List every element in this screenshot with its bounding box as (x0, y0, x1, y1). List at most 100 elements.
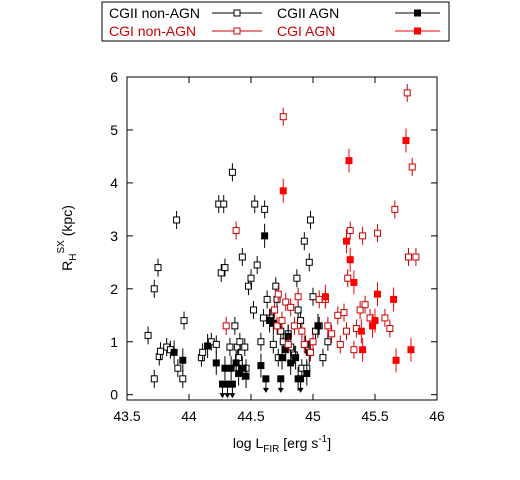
data-point (249, 306, 257, 314)
data-point (156, 347, 164, 355)
data-point (245, 282, 253, 290)
data-point (402, 137, 410, 145)
data-point (287, 303, 295, 311)
data-point (359, 232, 367, 240)
data-point (391, 205, 399, 213)
data-point (279, 187, 287, 195)
data-point (220, 200, 228, 208)
data-point (228, 168, 236, 176)
data-point (259, 314, 267, 322)
data-point (309, 338, 317, 346)
data-point (373, 229, 381, 237)
data-point (357, 327, 365, 335)
data-point (361, 301, 369, 309)
y-tick-label: 2 (110, 281, 118, 297)
data-point-upper-limit (277, 375, 285, 383)
data-point (263, 295, 271, 303)
data-point (227, 364, 235, 372)
x-tick-label: 45.5 (361, 408, 388, 424)
data-point (303, 370, 311, 378)
data-point (222, 322, 230, 330)
data-point (232, 359, 240, 367)
data-point (221, 264, 229, 272)
data-point (278, 317, 286, 325)
data-point (257, 362, 265, 370)
data-point (309, 293, 317, 301)
data-point (321, 293, 329, 301)
legend-label-cgi-non-agn: CGI non-AGN (109, 23, 196, 39)
legend-sample-marker (414, 9, 421, 17)
data-point (324, 322, 332, 330)
data-point (272, 282, 280, 290)
data-point (144, 331, 152, 339)
data-point (340, 309, 348, 317)
data-point (274, 290, 282, 298)
legend-sample-marker (414, 27, 421, 35)
data-point (294, 306, 302, 314)
data-point-upper-limit (262, 375, 270, 383)
upper-limit-arrowhead (297, 387, 304, 393)
data-point (356, 306, 364, 314)
legend-samples (212, 9, 440, 35)
data-point (261, 232, 269, 240)
series-3 (222, 83, 420, 362)
data-point (300, 340, 308, 348)
data-point (238, 364, 246, 372)
data-point (408, 163, 416, 171)
data-marks (144, 83, 420, 399)
data-point (373, 290, 381, 298)
data-point (345, 157, 353, 165)
data-point (174, 364, 182, 372)
data-point (344, 274, 352, 282)
data-point (392, 356, 400, 364)
series-4 (279, 128, 415, 373)
x-tick-label: 43.5 (113, 408, 140, 424)
data-point (403, 89, 411, 97)
series-2 (218, 375, 305, 399)
data-point (226, 343, 234, 351)
data-point (297, 317, 305, 325)
data-point (253, 261, 261, 269)
data-point (179, 356, 187, 364)
upper-limit-arrowhead (277, 387, 284, 393)
data-point (238, 253, 246, 261)
data-point (277, 327, 285, 335)
data-point (342, 237, 350, 245)
plot-frame (126, 76, 438, 401)
data-point (319, 354, 327, 362)
data-point (315, 295, 323, 303)
data-point (242, 372, 250, 380)
x-tick-label: 45 (305, 408, 321, 424)
data-point (236, 338, 244, 346)
data-point (407, 346, 415, 354)
legend-sample-marker (233, 9, 241, 17)
data-point (217, 269, 225, 277)
data-point (204, 342, 212, 350)
upper-limit-arrowhead (219, 393, 226, 399)
data-point (307, 348, 315, 356)
data-point (350, 346, 358, 354)
data-point (231, 322, 239, 330)
data-point (307, 216, 315, 224)
legend-box (101, 1, 450, 42)
y-tick-label: 3 (110, 228, 118, 244)
legend-label-cgii-agn: CGII AGN (277, 5, 339, 21)
data-point (179, 375, 187, 383)
data-point (390, 295, 398, 303)
data-point (324, 338, 332, 346)
data-point (247, 274, 255, 282)
data-point (293, 274, 301, 282)
data-point (342, 327, 350, 335)
data-point (199, 348, 207, 356)
data-point (212, 359, 220, 367)
data-point (359, 346, 367, 354)
data-point (251, 200, 259, 208)
data-point (334, 311, 342, 319)
x-axis-title: log LFIR [erg s-1] (233, 434, 331, 455)
data-point (269, 340, 277, 348)
upper-limit-arrowhead (224, 393, 231, 399)
data-point (314, 322, 322, 330)
data-point (154, 264, 162, 272)
data-point (350, 278, 358, 286)
